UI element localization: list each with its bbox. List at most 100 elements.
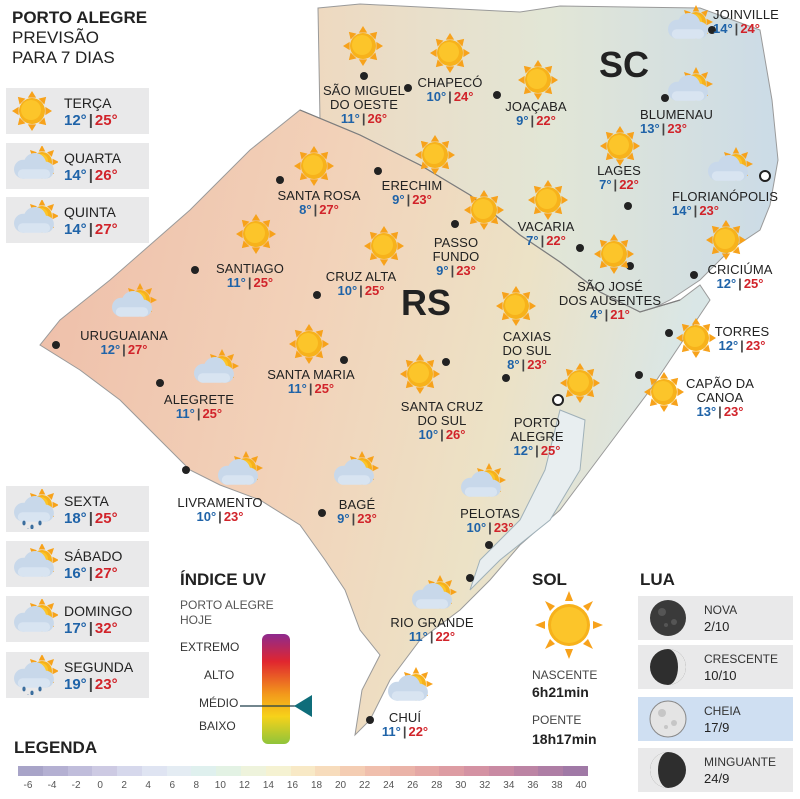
city-dot [182, 466, 190, 474]
city-label: TORRES 12° | 23° [715, 325, 770, 353]
city-max-temp: 23° [667, 121, 687, 136]
moon-phase-name: MINGUANTE [704, 755, 776, 769]
temp-separator: | [308, 381, 313, 396]
moon-phase-full: CHEIA 17/9 [638, 697, 793, 741]
sun-icon [294, 146, 334, 186]
legend-color-scale [18, 766, 589, 776]
legend-tick-label: 26 [407, 780, 419, 791]
legend-swatch [141, 766, 168, 776]
forecast-day: QUARTA 14° | 26° [6, 143, 149, 189]
city-label: SANTA ROSA 8° | 27° [277, 189, 360, 217]
city-max-temp: 26° [367, 111, 388, 126]
moon-phase-name: NOVA [704, 603, 738, 617]
forecast-day-name: QUINTA [64, 204, 116, 220]
city-dot [576, 244, 584, 252]
city-dot [340, 356, 348, 364]
city-dot [156, 379, 164, 387]
legend-swatch [439, 766, 465, 776]
forecast-day: QUINTA 14° | 27° [6, 197, 149, 243]
city-max-temp: 25° [202, 406, 223, 421]
city-label: BLUMENAU 13° | 23° [640, 108, 713, 136]
full-moon-icon [649, 700, 687, 738]
legend-tick-label: 2 [121, 780, 127, 791]
city-min-temp: 11° [226, 275, 246, 290]
city-temps: 10° | 23° [177, 510, 262, 524]
legend-tick-label: 10 [214, 780, 226, 791]
sun-cloud-icon [334, 451, 379, 485]
city-label: PORTO ALEGRE 12° | 25° [510, 416, 563, 458]
legend-swatch [265, 766, 292, 776]
city-max-temp: 25° [364, 283, 385, 298]
city-max-temp: 23° [223, 509, 244, 524]
uv-subtitle: PORTO ALEGRE HOJE [180, 598, 274, 628]
city-temps: 9° | 22° [505, 114, 566, 128]
legend-swatch [92, 766, 118, 776]
city-dot [485, 541, 493, 549]
city-name: SANTA MARIA [267, 367, 355, 382]
moon-phase-date: 24/9 [704, 771, 730, 786]
city-dot [52, 341, 60, 349]
city-min-temp: 11° [340, 111, 360, 126]
sun-icon [364, 226, 404, 266]
forecast-max: 27° [94, 221, 118, 238]
moon-phase-date: 10/10 [704, 668, 737, 683]
city-max-temp: 22° [619, 177, 639, 192]
city-dot [493, 91, 501, 99]
uv-level-label: MÉDIO [199, 696, 239, 710]
forecast-min: 14° [64, 221, 87, 238]
city-max-temp: 26° [445, 427, 466, 442]
city-label: SANTIAGO 11° | 25° [216, 262, 284, 290]
forecast-day: SÁBADO 16° | 27° [6, 541, 149, 587]
city-label: LIVRAMENTO 10° | 23° [177, 496, 262, 524]
city-min-temp: 9° [337, 511, 350, 526]
city-temps: 14° | 24° [713, 22, 779, 36]
city-label: RIO GRANDE 11° | 22° [390, 616, 473, 644]
city-temps: 11° | 22° [382, 725, 428, 739]
city-min-temp: 11° [287, 381, 307, 396]
city-label: CRUZ ALTA 10° | 25° [326, 270, 396, 298]
city-max-temp: 24° [453, 89, 474, 104]
city-dot [635, 371, 643, 379]
legend-swatch [216, 766, 242, 776]
legend-tick-label: 0 [97, 780, 103, 791]
sun-icon [676, 318, 716, 358]
city-label: PELOTAS 10° | 23° [460, 507, 520, 535]
city-name: LIVRAMENTO [177, 495, 263, 510]
forecast-day: TERÇA 12° | 25° [6, 88, 149, 134]
sun-cloud-icon [668, 67, 713, 101]
city-max-temp: 25° [540, 443, 561, 458]
temp-separator: | [402, 724, 407, 739]
city-name: FLORIANÓPOLIS [672, 189, 779, 204]
city-temps: 12° | 27° [80, 343, 168, 357]
legend-swatch [414, 766, 440, 776]
city-name: JOINVILLE [713, 7, 779, 22]
sunrise-value: 6h21min [532, 684, 589, 700]
city-dot [366, 716, 374, 724]
sun-icon [496, 286, 536, 326]
legend-swatch [241, 766, 267, 776]
sun-icon [600, 126, 640, 166]
city-label: ERECHIM 9° | 23° [382, 179, 443, 207]
temp-separator: | [734, 21, 739, 36]
city-name: PORTO [513, 415, 561, 430]
title-line-1: PORTO ALEGRE [12, 8, 148, 27]
city-label: SANTA CRUZ DO SUL 10° | 26° [401, 400, 483, 442]
legend-tick-label: 28 [431, 780, 443, 791]
moon-phase-first-quarter: CRESCENTE 10/10 [638, 645, 793, 689]
city-min-temp: 9° [436, 263, 449, 278]
legend-tick-label: 20 [335, 780, 347, 791]
sun-title: SOL [532, 570, 567, 589]
sun-cloud-icon [708, 147, 753, 181]
city-name: TORRES [714, 324, 770, 339]
city-max-temp: 23° [527, 357, 547, 372]
city-dot [191, 266, 199, 274]
city-label: SÃO JOSÉ DOS AUSENTES 4° | 21° [559, 280, 661, 322]
temp-separator: | [450, 263, 455, 278]
city-min-temp: 9° [516, 113, 529, 128]
sun-icon [560, 363, 600, 403]
forecast-min: 14° [64, 167, 87, 184]
city-label: CRICIÚMA 12° | 25° [707, 263, 772, 291]
forecast-day-name: TERÇA [64, 95, 112, 111]
temp-separator: | [247, 275, 252, 290]
city-label: CHUÍ 11° | 22° [382, 711, 428, 739]
